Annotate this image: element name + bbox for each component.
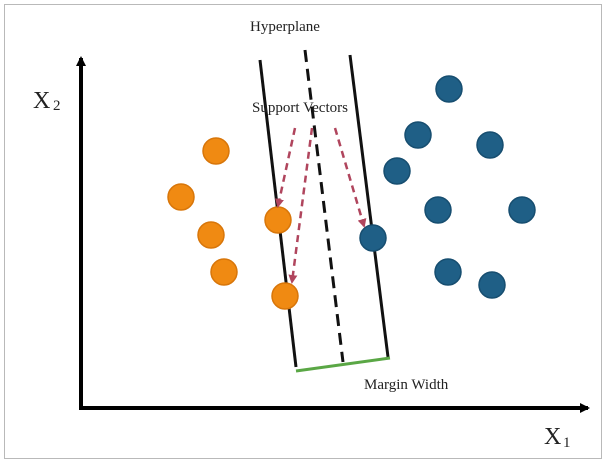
class-a-support-vector — [264, 206, 292, 234]
class-a-points — [167, 137, 299, 310]
hyperplane-line — [303, 49, 345, 363]
x1-axis-label-sub: 1 — [563, 435, 571, 451]
margin-width-bar — [295, 356, 391, 373]
x2-axis-label-main: X — [33, 88, 50, 114]
x2-axis-label: X 2 — [33, 88, 61, 114]
support-vector-arrow — [333, 127, 367, 228]
class-b-point — [424, 196, 452, 224]
support-vector-arrows — [275, 127, 367, 284]
x2-axis-label-sub: 2 — [53, 98, 61, 114]
support-vectors-label: Support Vectors — [252, 100, 348, 116]
class-a-point — [167, 183, 195, 211]
class-a-point — [202, 137, 230, 165]
x1-axis-label-main: X — [544, 424, 561, 450]
diagram-frame — [4, 4, 602, 459]
margin-width-label: Margin Width — [364, 377, 449, 393]
class-a-support-vector — [271, 282, 299, 310]
class-b-point — [434, 258, 462, 286]
x1-axis-label: X 1 — [544, 424, 571, 451]
class-b-point — [383, 157, 411, 185]
margin-boundary-right — [348, 54, 390, 358]
class-b-points — [359, 75, 536, 299]
class-b-point — [435, 75, 463, 103]
class-a-point — [197, 221, 225, 249]
class-b-point — [404, 121, 432, 149]
class-b-point — [476, 131, 504, 159]
hyperplane-label: Hyperplane — [250, 19, 320, 35]
support-vector-arrow — [275, 127, 297, 208]
class-b-point — [478, 271, 506, 299]
class-b-point — [508, 196, 536, 224]
support-vector-arrow — [288, 127, 314, 284]
class-b-support-vector — [359, 224, 387, 252]
class-a-point — [210, 258, 238, 286]
